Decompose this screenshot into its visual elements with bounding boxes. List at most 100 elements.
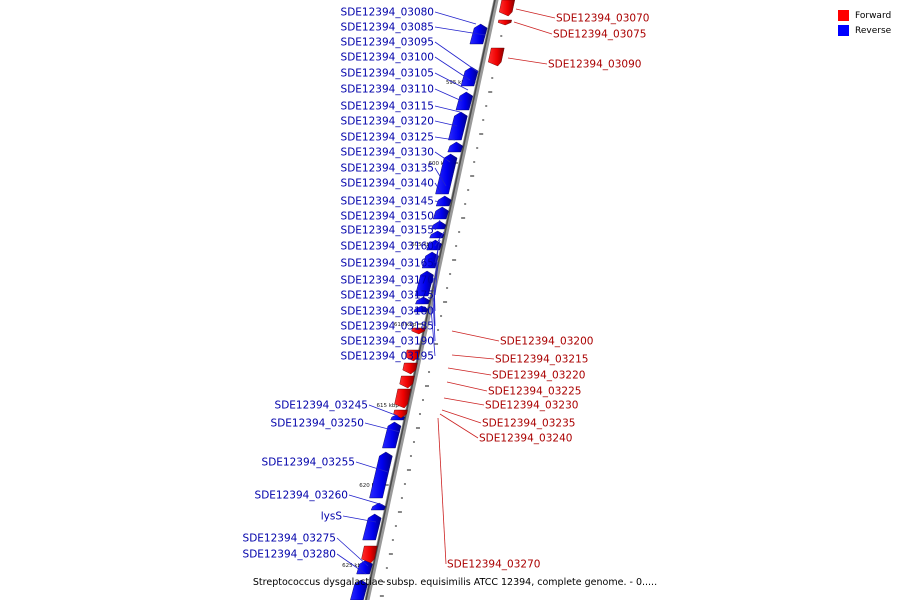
reverse-leader-line bbox=[434, 219, 441, 231]
forward-leader-line bbox=[443, 397, 485, 406]
reverse-gene-block bbox=[435, 195, 452, 207]
reverse-gene-label: SDE12394_03165 bbox=[341, 258, 434, 270]
forward-gene-block bbox=[393, 409, 408, 419]
reverse-leader-line bbox=[342, 515, 377, 523]
forward-gene-block bbox=[361, 545, 378, 564]
reverse-gene-block bbox=[382, 421, 402, 449]
reverse-leader-line bbox=[368, 404, 399, 417]
reverse-gene-block bbox=[362, 513, 382, 541]
reverse-gene-label: SDE12394_03175 bbox=[341, 290, 434, 302]
reverse-gene-label: SDE12394_03125 bbox=[341, 132, 434, 144]
reverse-leader-line bbox=[434, 151, 451, 163]
forward-gene-block bbox=[411, 327, 426, 335]
forward-gene-label: SDE12394_03070 bbox=[556, 13, 649, 25]
reverse-gene-label: SDE12394_03105 bbox=[341, 68, 434, 80]
reverse-gene-label: SDE12394_03120 bbox=[341, 116, 434, 128]
forward-leader-line bbox=[437, 417, 447, 565]
forward-leader-line bbox=[507, 57, 548, 65]
reverse-gene-label: SDE12394_03190 bbox=[341, 336, 434, 348]
reverse-gene-label: SDE12394_03150 bbox=[341, 211, 434, 223]
reverse-gene-label: SDE12394_03255 bbox=[262, 457, 355, 469]
reverse-gene-block bbox=[429, 230, 445, 239]
reverse-gene-label: SDE12394_03250 bbox=[271, 418, 364, 430]
reverse-gene-label: lysS bbox=[321, 511, 343, 523]
reverse-gene-label: SDE12394_03170 bbox=[341, 275, 434, 287]
genome-axis bbox=[364, 0, 499, 600]
forward-gene-label: SDE12394_03200 bbox=[500, 336, 593, 348]
reverse-leader-line bbox=[348, 494, 384, 506]
reverse-leader-line bbox=[433, 289, 436, 327]
reverse-gene-label: SDE12394_03260 bbox=[255, 490, 348, 502]
forward-gene-label: SDE12394_03235 bbox=[482, 418, 575, 430]
reverse-leader-line bbox=[355, 461, 389, 473]
reverse-gene-label: SDE12394_03100 bbox=[341, 52, 434, 64]
scale-tick-label: 610 kbp bbox=[394, 322, 417, 328]
reverse-gene-label: SDE12394_03135 bbox=[341, 163, 434, 175]
reverse-gene-label: SDE12394_03180 bbox=[341, 306, 434, 318]
reverse-leader-line bbox=[434, 120, 458, 127]
forward-gene-block bbox=[402, 362, 418, 375]
legend-reverse-label: Reverse bbox=[855, 25, 892, 36]
reverse-gene-block bbox=[413, 305, 429, 313]
forward-gene-label: SDE12394_03230 bbox=[485, 400, 578, 412]
reverse-gene-label: SDE12394_03185 bbox=[341, 321, 434, 333]
reverse-gene-label: SDE12394_03140 bbox=[341, 178, 434, 190]
reverse-gene-block bbox=[415, 296, 431, 305]
scale-tick-label: 605 kbp bbox=[411, 242, 434, 248]
reverse-gene-label: SDE12394_03155 bbox=[341, 225, 434, 237]
reverse-gene-label: SDE12394_03095 bbox=[341, 37, 434, 49]
forward-leader-line bbox=[439, 413, 479, 439]
legend-reverse: Reverse bbox=[838, 23, 891, 38]
reverse-leader-line bbox=[336, 537, 369, 567]
reverse-leader-line bbox=[434, 105, 461, 113]
reverse-gene-label: SDE12394_03195 bbox=[341, 351, 434, 363]
reverse-gene-label: SDE12394_03080 bbox=[341, 7, 434, 19]
reverse-gene-block bbox=[414, 270, 434, 297]
reverse-leader-line bbox=[430, 307, 436, 357]
forward-gene-block bbox=[497, 19, 512, 26]
reverse-leader-line bbox=[336, 553, 367, 575]
reverse-gene-block bbox=[447, 141, 464, 153]
reverse-gene-block bbox=[369, 451, 393, 499]
reverse-leader-line bbox=[434, 167, 447, 187]
genome-caption: Streptococcus dysgalactiae subsp. equisi… bbox=[252, 577, 658, 588]
scale-tick-label: 595 kbp bbox=[446, 80, 469, 86]
reverse-swatch bbox=[838, 25, 849, 36]
gene-features bbox=[350, 0, 515, 600]
reverse-gene-block bbox=[448, 111, 468, 141]
reverse-leader-line bbox=[434, 136, 456, 141]
forward-gene-label: SDE12394_03215 bbox=[495, 354, 588, 366]
forward-gene-label: SDE12394_03220 bbox=[492, 370, 585, 382]
reverse-leader-line bbox=[364, 422, 401, 433]
reverse-gene-label: SDE12394_03280 bbox=[243, 549, 336, 561]
reverse-gene-block bbox=[460, 66, 479, 87]
forward-leader-line bbox=[451, 354, 495, 360]
forward-gene-label: SDE12394_03225 bbox=[488, 386, 581, 398]
legend-forward-label: Forward bbox=[855, 10, 892, 21]
genome-line bbox=[365, 0, 496, 600]
reverse-leader-line bbox=[434, 72, 469, 91]
forward-gene-label: SDE12394_03090 bbox=[548, 59, 641, 71]
forward-leader-line bbox=[447, 367, 492, 376]
reverse-gene-label: SDE12394_03160 bbox=[341, 241, 434, 253]
reverse-gene-block bbox=[370, 502, 386, 511]
reverse-gene-label: SDE12394_03275 bbox=[243, 533, 336, 545]
reverse-leader-line bbox=[432, 297, 436, 342]
forward-gene-block bbox=[394, 388, 412, 409]
forward-leader-line bbox=[446, 381, 488, 392]
forward-gene-block bbox=[399, 375, 415, 389]
reverse-gene-label: SDE12394_03110 bbox=[341, 84, 434, 96]
reverse-gene-block bbox=[432, 206, 449, 220]
reverse-gene-label: SDE12394_03115 bbox=[341, 101, 434, 113]
reverse-leader-line bbox=[434, 209, 441, 217]
reverse-leader-line bbox=[434, 200, 441, 203]
forward-gene-label: SDE12394_03240 bbox=[479, 433, 572, 445]
forward-gene-label: SDE12394_03075 bbox=[553, 29, 646, 41]
scale-tick-label: 615 kbp bbox=[377, 403, 400, 409]
forward-gene-block bbox=[405, 349, 421, 362]
genome-line-shadow bbox=[364, 0, 499, 600]
forward-swatch bbox=[838, 10, 849, 21]
forward-leader-line bbox=[441, 409, 482, 424]
forward-leader-line bbox=[515, 8, 556, 19]
